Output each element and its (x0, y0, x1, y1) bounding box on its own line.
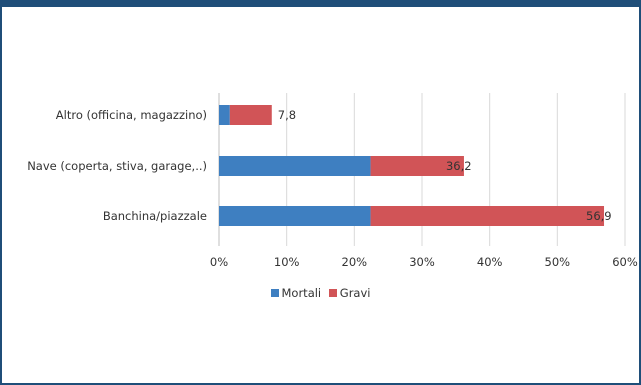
x-tick-label-30: 30% (409, 255, 435, 269)
legend-swatch-mortali (270, 289, 279, 297)
category-labels: Altro (officina, magazzino) Nave (coperta… (27, 108, 207, 223)
category-label-1: Altro (officina, magazzino) (56, 108, 207, 122)
x-tick-label-0: 0% (210, 255, 228, 269)
x-tick-label-40: 40% (477, 255, 503, 269)
x-tick-label-50: 50% (545, 255, 571, 269)
bar-gravi-3 (370, 206, 605, 226)
total-label-1: 7,8 (278, 108, 296, 122)
bar-mortali-1 (219, 105, 230, 125)
x-tick-label-20: 20% (342, 255, 368, 269)
bars (219, 105, 605, 226)
bar-gravi-1 (229, 105, 272, 125)
x-tick-label-60: 60% (612, 255, 638, 269)
total-label-3: 56,9 (586, 209, 612, 223)
total-label-2: 36,2 (446, 159, 472, 173)
category-label-3: Banchina/piazzale (103, 209, 207, 223)
bar-mortali-2 (219, 156, 371, 176)
legend-item-gravi: Gravi (328, 286, 371, 300)
legend-item-mortali: Mortali (270, 286, 322, 300)
bar-gravi-2 (370, 156, 464, 176)
category-label-2: Nave (coperta, stiva, garage,..) (27, 159, 207, 173)
legend-label-gravi: Gravi (339, 286, 371, 300)
legend: Mortali Gravi (0, 286, 641, 300)
legend-label-mortali: Mortali (281, 286, 322, 300)
x-tick-labels: 0% 10% 20% 30% 40% 50% 60% (210, 255, 638, 269)
bar-mortali-3 (219, 206, 371, 226)
total-labels: 7,8 36,2 56,9 (278, 108, 612, 223)
legend-swatch-gravi (328, 289, 337, 297)
x-tick-label-10: 10% (274, 255, 300, 269)
